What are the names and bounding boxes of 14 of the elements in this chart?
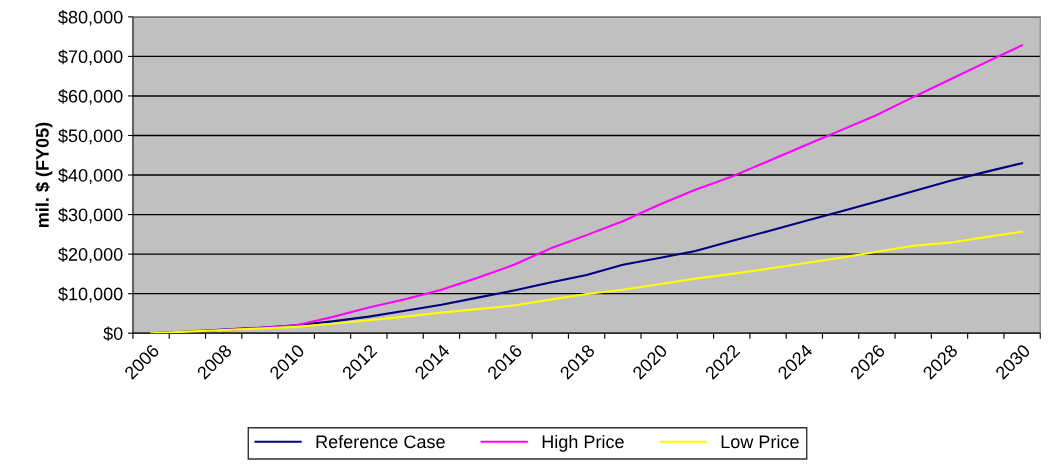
line-series bbox=[150, 230, 1024, 334]
y-tick-label: $70,000 bbox=[58, 49, 123, 66]
y-tick-label: $20,000 bbox=[58, 247, 123, 263]
y-tick-label: $60,000 bbox=[58, 89, 123, 105]
y-tick-label: $40,000 bbox=[58, 168, 123, 184]
y-tick-label: $0 bbox=[103, 326, 123, 342]
y-tick-label: $50,000 bbox=[58, 128, 123, 145]
legend-label: Reference Case bbox=[316, 434, 445, 449]
y-tick-label: $30,000 bbox=[58, 207, 123, 224]
legend-label: High Price bbox=[542, 434, 624, 452]
y-tick-label: $10,000 bbox=[58, 286, 123, 303]
y-tick-label: $80,000 bbox=[58, 10, 123, 26]
y-axis-title: mil. $ (FY05) bbox=[35, 122, 53, 228]
legend-label: Low Price bbox=[721, 434, 799, 449]
